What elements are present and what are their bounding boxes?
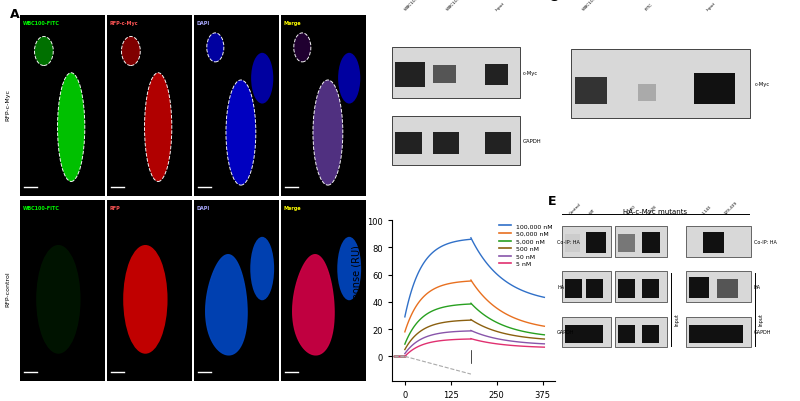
Bar [486, 133, 511, 154]
Text: WT: WT [589, 207, 597, 215]
Ellipse shape [34, 37, 54, 66]
Ellipse shape [338, 237, 361, 300]
Bar [703, 232, 724, 254]
Bar [638, 85, 656, 102]
Bar [615, 227, 667, 257]
Bar [686, 272, 751, 302]
Ellipse shape [206, 34, 224, 63]
Text: 1-320: 1-320 [626, 204, 637, 215]
Text: RFP: RFP [110, 206, 120, 211]
Text: Merge: Merge [283, 21, 301, 26]
Ellipse shape [226, 81, 256, 186]
Bar [618, 325, 635, 343]
Bar [392, 117, 519, 165]
Text: WBC100+WBC100-FITC: WBC100+WBC100-FITC [446, 0, 486, 12]
Text: WBC100-FITC: WBC100-FITC [22, 206, 59, 211]
Bar [565, 280, 582, 298]
Text: Co-IP: HA: Co-IP: HA [754, 239, 777, 244]
Bar [689, 325, 743, 343]
Text: Input: Input [758, 312, 763, 325]
Ellipse shape [145, 73, 172, 182]
Bar [570, 50, 750, 119]
Bar [433, 66, 456, 84]
Bar [486, 65, 508, 86]
Text: 329-439: 329-439 [724, 200, 739, 215]
Bar [618, 235, 635, 253]
Text: Input: Input [706, 1, 716, 12]
Bar [586, 232, 606, 254]
Bar [686, 227, 751, 257]
Ellipse shape [123, 245, 167, 354]
Text: DAPI: DAPI [197, 21, 210, 26]
Text: GAPDH: GAPDH [754, 330, 771, 334]
Bar [395, 63, 425, 88]
Bar [618, 280, 635, 298]
Text: Merge: Merge [283, 206, 301, 211]
Ellipse shape [250, 237, 274, 300]
Text: RFP-c-Myc: RFP-c-Myc [110, 21, 138, 26]
Bar [562, 227, 611, 257]
Text: Co-IP: HA: Co-IP: HA [557, 239, 580, 244]
Bar [642, 232, 660, 254]
Text: c-Myc: c-Myc [754, 82, 770, 87]
Bar [392, 48, 519, 99]
Text: B: B [376, 0, 386, 3]
Legend: 100,000 nM, 50,000 nM, 5,000 nM, 500 nM, 50 nM, 5 nM: 100,000 nM, 50,000 nM, 5,000 nM, 500 nM,… [499, 224, 552, 267]
Bar [586, 280, 603, 298]
Text: WBC100-FITC: WBC100-FITC [22, 21, 59, 26]
Bar [575, 77, 606, 105]
Text: DAPI: DAPI [197, 206, 210, 211]
Text: Input: Input [495, 1, 506, 12]
Text: GAPDH: GAPDH [557, 330, 574, 334]
Text: D: D [356, 211, 366, 224]
Bar [562, 272, 611, 302]
Ellipse shape [58, 73, 85, 182]
Ellipse shape [313, 81, 343, 186]
Bar [565, 235, 580, 253]
Text: GAPDH: GAPDH [523, 139, 542, 144]
Ellipse shape [251, 54, 274, 104]
Text: HA: HA [754, 285, 761, 290]
Text: A: A [10, 8, 20, 21]
Ellipse shape [122, 37, 140, 66]
Polygon shape [206, 255, 247, 355]
Polygon shape [293, 255, 334, 355]
Text: C: C [548, 0, 558, 4]
Text: 1-143: 1-143 [701, 204, 712, 215]
Ellipse shape [294, 34, 311, 63]
Bar [565, 325, 603, 343]
Bar [433, 133, 459, 154]
Bar [689, 277, 709, 299]
Bar [642, 325, 659, 343]
Text: RFP-control: RFP-control [6, 271, 10, 306]
Bar [686, 317, 751, 347]
Ellipse shape [338, 54, 360, 104]
Text: 1-328: 1-328 [646, 204, 658, 215]
Text: Control: Control [569, 202, 582, 215]
Text: RFP-c-Myc: RFP-c-Myc [6, 88, 10, 120]
Text: WBC100-FITC: WBC100-FITC [582, 0, 606, 12]
Text: HA: HA [557, 285, 564, 290]
Text: WBC100-FITC: WBC100-FITC [404, 0, 427, 12]
Text: E: E [548, 194, 557, 207]
Text: HA-c-Myc mutants: HA-c-Myc mutants [623, 209, 687, 215]
Bar [717, 280, 738, 298]
Ellipse shape [36, 245, 81, 354]
Text: Input: Input [675, 312, 680, 325]
Bar [615, 272, 667, 302]
Bar [615, 317, 667, 347]
Y-axis label: Relative response (RU): Relative response (RU) [352, 245, 362, 356]
Text: FITC: FITC [645, 3, 654, 12]
Bar [694, 74, 734, 105]
Bar [395, 133, 422, 154]
Text: c-Myc: c-Myc [523, 71, 538, 76]
Bar [642, 280, 659, 298]
Bar [562, 317, 611, 347]
